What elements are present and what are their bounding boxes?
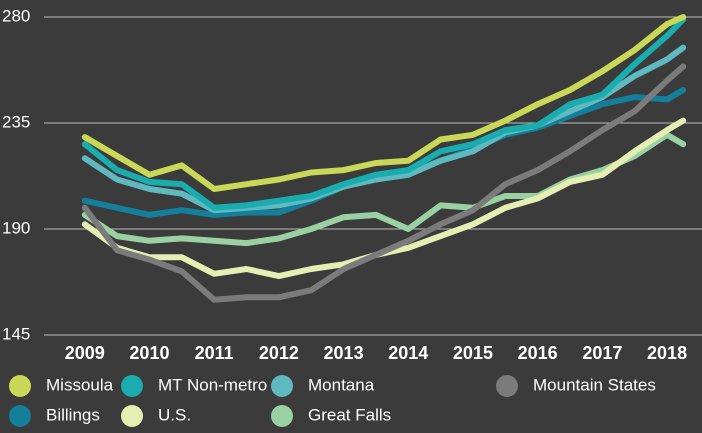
x-tick-label: 2014 xyxy=(388,343,428,363)
x-tick-label: 2018 xyxy=(647,343,687,363)
x-tick-label: 2015 xyxy=(453,343,493,363)
legend-label: Montana xyxy=(308,375,375,394)
y-tick-label: 280 xyxy=(2,6,30,25)
series-line xyxy=(81,63,687,303)
x-tick-label: 2017 xyxy=(582,343,622,363)
series-line xyxy=(81,117,687,280)
y-tick-label: 235 xyxy=(2,112,30,131)
y-tick-label: 190 xyxy=(2,218,30,237)
legend-label: U.S. xyxy=(158,405,191,424)
legend-swatch xyxy=(496,375,518,397)
legend-swatch xyxy=(271,405,293,427)
legend-swatch xyxy=(9,375,31,397)
legend-swatch xyxy=(121,405,143,427)
x-tick-label: 2011 xyxy=(195,343,234,363)
x-tick-label: 2016 xyxy=(518,343,558,363)
legend-label: MT Non-metro xyxy=(158,375,267,394)
series-line xyxy=(81,44,687,214)
x-tick-label: 2013 xyxy=(324,343,364,363)
legend-swatch xyxy=(121,375,143,397)
y-tick-label: 145 xyxy=(2,324,30,343)
series-line xyxy=(81,131,687,247)
x-tick-label: 2010 xyxy=(129,343,169,363)
legend-label: Mountain States xyxy=(533,375,656,394)
series-line xyxy=(81,14,687,192)
legend-label: Billings xyxy=(46,405,100,424)
legend-label: Missoula xyxy=(46,375,114,394)
series-line xyxy=(81,16,687,211)
legend-swatch xyxy=(9,405,31,427)
legend-label: Great Falls xyxy=(308,405,391,424)
legend-swatch xyxy=(271,375,293,397)
x-tick-label: 2009 xyxy=(65,343,105,363)
x-tick-label: 2012 xyxy=(259,343,299,363)
